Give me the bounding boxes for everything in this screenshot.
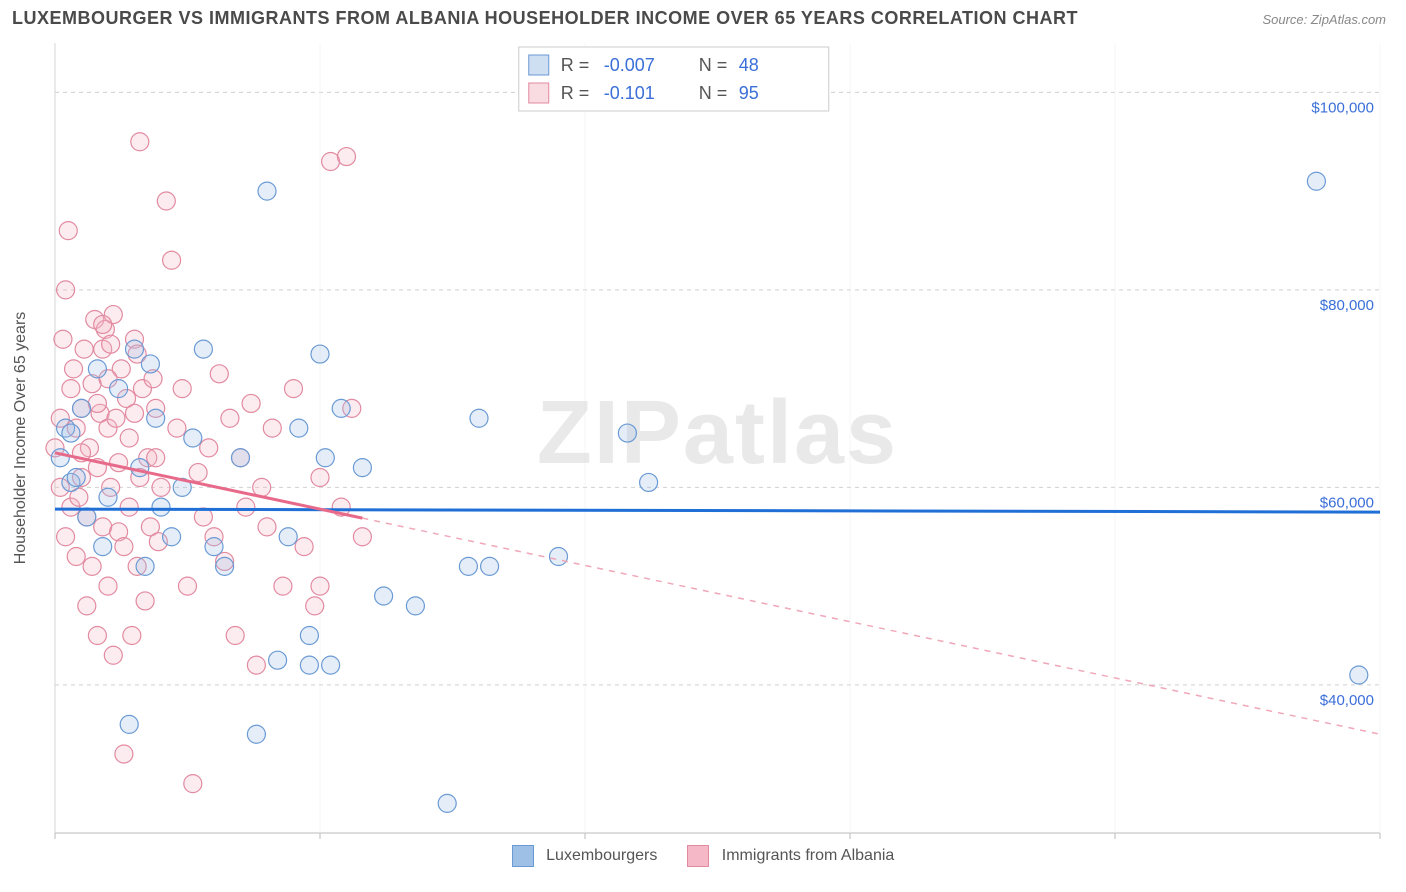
legend-item-alb: Immigrants from Albania: [687, 845, 894, 867]
legend-item-lux: Luxembourgers: [512, 845, 658, 867]
chart-area: ZIPatlas$40,000$60,000$80,000$100,0000.0…: [0, 33, 1406, 871]
chart-title: LUXEMBOURGER VS IMMIGRANTS FROM ALBANIA …: [12, 8, 1078, 29]
legend-swatch-lux: [512, 845, 534, 867]
svg-text:$40,000: $40,000: [1320, 692, 1374, 709]
svg-text:48: 48: [739, 55, 759, 75]
legend-label-lux: Luxembourgers: [546, 847, 657, 864]
svg-text:-0.101: -0.101: [604, 83, 655, 103]
source-label: Source: ZipAtlas.com: [1262, 12, 1386, 27]
legend-label-alb: Immigrants from Albania: [722, 847, 895, 864]
legend-swatch-alb: [687, 845, 709, 867]
svg-text:N =: N =: [699, 55, 728, 75]
scatter-chart: ZIPatlas$40,000$60,000$80,000$100,0000.0…: [0, 33, 1406, 841]
svg-text:ZIPatlas: ZIPatlas: [537, 383, 898, 483]
bottom-legend: Luxembourgers Immigrants from Albania: [0, 841, 1406, 871]
svg-text:95: 95: [739, 83, 759, 103]
svg-text:$60,000: $60,000: [1320, 494, 1374, 511]
svg-text:N =: N =: [699, 83, 728, 103]
svg-text:-0.007: -0.007: [604, 55, 655, 75]
svg-text:$100,000: $100,000: [1311, 99, 1374, 116]
svg-text:R =: R =: [561, 83, 590, 103]
svg-text:$80,000: $80,000: [1320, 297, 1374, 314]
svg-text:R =: R =: [561, 55, 590, 75]
svg-text:Householder Income Over 65 yea: Householder Income Over 65 years: [12, 312, 29, 565]
